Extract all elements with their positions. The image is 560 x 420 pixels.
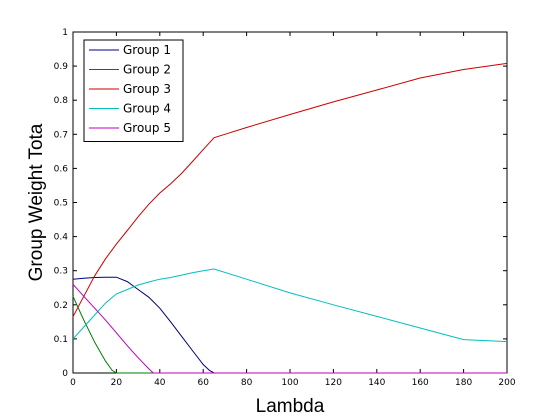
series-line-group-4: [72, 268, 508, 343]
y-tick-label-6: 0.6: [54, 164, 69, 174]
x-tick-label-1: 20: [111, 378, 123, 388]
x-tick-label-0: 0: [70, 378, 76, 388]
legend: Group 1 Group 2 Group 3 Group 4 Group 5: [83, 39, 184, 142]
y-tick-label-8: 0.8: [54, 96, 69, 106]
y-tick-label-5: 0.5: [54, 199, 68, 209]
y-tick-label-2: 0.2: [54, 301, 68, 311]
legend-label-group-1: Group 1: [123, 43, 171, 57]
y-tick-label-3: 0.3: [54, 267, 68, 277]
series-layer: [72, 62, 508, 374]
y-tick-label-7: 0.7: [54, 130, 68, 140]
legend-label-group-5: Group 5: [123, 121, 171, 135]
legend-label-group-4: Group 4: [123, 102, 171, 116]
x-tick-label-4: 80: [241, 378, 253, 388]
y-tick-label-9: 0.9: [54, 62, 69, 72]
y-tick-label-1: 0.1: [54, 335, 68, 345]
y-tick-label-4: 0.4: [54, 233, 69, 243]
x-tick-label-8: 160: [412, 378, 429, 388]
x-tick-label-7: 140: [368, 378, 385, 388]
series-line-group-3: [72, 62, 508, 317]
y-axis-label: Group Weight Tota: [26, 123, 47, 281]
legend-box: [83, 39, 184, 142]
y-tick-label-0: 0: [62, 369, 68, 379]
x-axis-label: Lambda: [256, 396, 325, 417]
x-tick-label-5: 100: [281, 378, 298, 388]
legend-label-group-3: Group 3: [123, 82, 171, 96]
legend-label-group-2: Group 2: [123, 63, 171, 77]
axis-ticks: 0 20 40 60 80 100 120 140 160 180 200 0 0.1 0.2 0.3 0.4…: [54, 28, 516, 388]
x-tick-label-2: 40: [154, 378, 166, 388]
x-tick-label-9: 180: [455, 378, 472, 388]
series-line-group-5: [72, 283, 507, 374]
y-tick-label-10: 1: [62, 28, 68, 38]
x-tick-label-10: 200: [498, 378, 515, 388]
x-tick-label-3: 60: [197, 378, 209, 388]
x-tick-label-6: 120: [325, 378, 342, 388]
